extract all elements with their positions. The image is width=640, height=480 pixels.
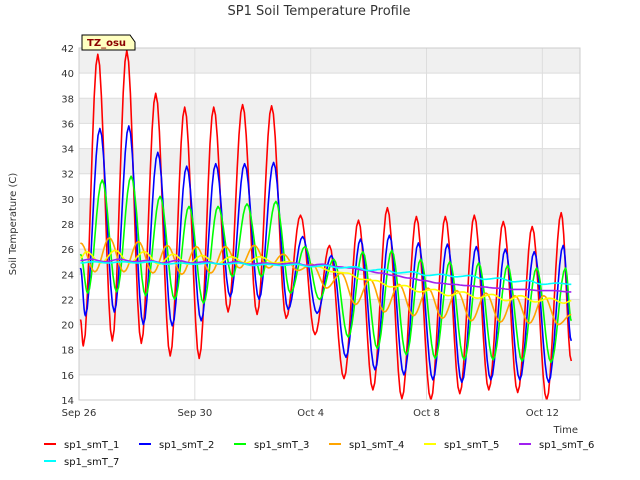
legend: sp1_smT_1 sp1_smT_2 sp1_smT_3 sp1_smT_4 sp1_… (44, 440, 594, 468)
y-tick-label: 36 (61, 119, 74, 130)
y-tick-label: 24 (61, 270, 74, 281)
x-axis-label: Time (553, 425, 578, 436)
y-tick-label: 40 (61, 69, 74, 80)
x-tick-label: Oct 12 (526, 408, 559, 419)
legend-label: sp1_smT_6 (539, 440, 594, 451)
series-line-sp1_smT_7 (80, 260, 572, 286)
series-lines (79, 49, 573, 400)
series-line-sp1_smT_4 (79, 237, 572, 326)
series-line-sp1_smT_2 (79, 125, 573, 384)
x-tick-label: Oct 8 (413, 408, 440, 419)
x-tick-label: Sep 30 (177, 408, 212, 419)
plot-band (79, 48, 580, 74)
x-tick-label: Sep 26 (62, 408, 97, 419)
legend-label: sp1_smT_7 (64, 457, 119, 468)
series-line-sp1_smT_5 (80, 249, 572, 304)
y-tick-label: 20 (61, 321, 74, 332)
site-badge: TZ_osu (81, 34, 136, 51)
y-tick-label: 34 (61, 145, 74, 156)
site-badge-label: TZ_osu (87, 38, 126, 49)
legend-label: sp1_smT_4 (349, 440, 404, 451)
y-tick-label: 14 (61, 396, 74, 407)
legend-label: sp1_smT_3 (254, 440, 309, 451)
y-tick-label: 22 (61, 295, 74, 306)
y-tick-label: 38 (61, 94, 74, 105)
y-tick-label: 26 (61, 245, 74, 256)
plot-band (79, 299, 580, 325)
y-tick-labels: 14 16 18 20 22 24 26 28 30 32 34 36 38 40 42 (61, 44, 74, 407)
x-tick-labels: Sep 26 Sep 30 Oct 4 Oct 8 Oct 12 (62, 408, 559, 419)
y-tick-label: 18 (61, 346, 74, 357)
x-tick-label: Oct 4 (297, 408, 324, 419)
y-tick-label: 28 (61, 220, 74, 231)
plot-band (79, 198, 580, 224)
y-axis-label: Soil Temperature (C) (8, 173, 19, 276)
plot-band (79, 98, 580, 124)
site-badge-box (81, 34, 136, 51)
plot-frame (78, 47, 581, 401)
y-tick-label: 30 (61, 195, 74, 206)
chart-title: SP1 Soil Temperature Profile (228, 4, 411, 19)
legend-label: sp1_smT_2 (159, 440, 214, 451)
legend-label: sp1_smT_5 (444, 440, 499, 451)
plot-band (79, 349, 580, 375)
legend-label: sp1_smT_1 (64, 440, 119, 451)
y-tick-label: 42 (61, 44, 74, 55)
plot-band (79, 148, 580, 174)
series-line-sp1_smT_3 (79, 175, 573, 364)
y-tick-label: 32 (61, 170, 74, 181)
y-tick-label: 16 (61, 371, 74, 382)
